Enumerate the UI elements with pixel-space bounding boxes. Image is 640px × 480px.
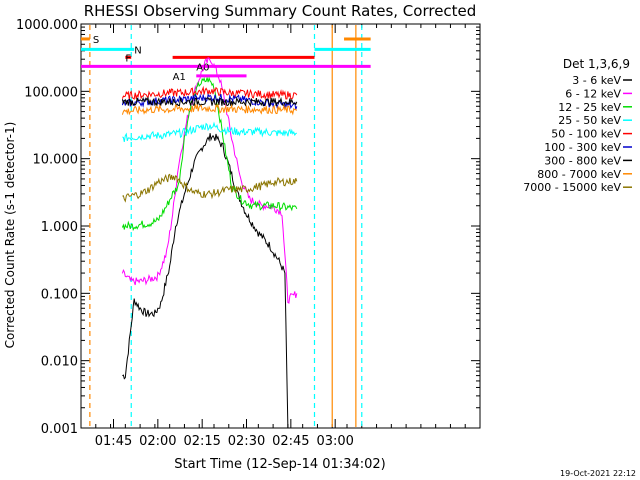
y-tick-label: 0.010 <box>41 355 78 370</box>
y-tick-label: 1.000 <box>41 220 78 235</box>
series-line <box>121 76 298 232</box>
y-tick-label: 0.100 <box>41 287 78 302</box>
y-tick-label: 100.000 <box>24 85 78 100</box>
legend-title: Det 1,3,6,9 <box>563 57 630 71</box>
series-line <box>121 56 298 304</box>
x-tick-label: 02:15 <box>183 434 220 449</box>
y-tick-label: 0.001 <box>41 422 78 437</box>
flag-label: A1 <box>173 72 186 83</box>
x-tick-label: 02:45 <box>272 434 309 449</box>
x-tick-label: 03:00 <box>316 434 353 449</box>
flag-label: F <box>125 53 131 64</box>
series-line <box>121 96 298 108</box>
series-line <box>121 93 298 110</box>
legend-label: 12 - 25 keV <box>558 101 621 114</box>
legend-label: 800 - 7000 keV <box>537 168 621 181</box>
series-line <box>122 173 298 203</box>
x-tick-label: 02:00 <box>139 434 176 449</box>
legend-label: 100 - 300 keV <box>544 141 621 154</box>
plot-area: 1000.000 100.000 10.000 1.000 0.100 0.010 0.00… <box>16 18 481 449</box>
x-tick-label: 01:45 <box>95 434 132 449</box>
x-tick-label: 02:30 <box>228 434 265 449</box>
x-axis-label: Start Time (12-Sep-14 01:34:02) <box>174 457 385 472</box>
legend-label: 7000 - 15000 keV <box>523 181 621 194</box>
series-line <box>121 85 298 101</box>
chart-title: RHESSI Observing Summary Count Rates, Co… <box>84 2 477 20</box>
series-line <box>121 103 298 116</box>
legend-label: 3 - 6 keV <box>572 74 621 87</box>
legend-label: 300 - 800 keV <box>544 154 621 167</box>
y-tick-label: 1000.000 <box>16 18 78 33</box>
plot-frame <box>80 23 481 429</box>
flag-label: N <box>134 45 141 56</box>
series-line <box>122 121 297 143</box>
series-line <box>122 133 289 429</box>
y-tick-label: 10.000 <box>33 153 79 168</box>
date-stamp: 19-Oct-2021 22:12 <box>560 469 636 478</box>
legend-label: 6 - 12 keV <box>565 87 621 100</box>
legend-label: 50 - 100 keV <box>551 128 621 141</box>
flag-label: A0 <box>196 62 209 73</box>
legend-label: 25 - 50 keV <box>558 114 621 127</box>
y-axis-label: Corrected Count Rate (s-1 detector-1) <box>3 122 17 349</box>
flag-label: S <box>93 35 99 46</box>
